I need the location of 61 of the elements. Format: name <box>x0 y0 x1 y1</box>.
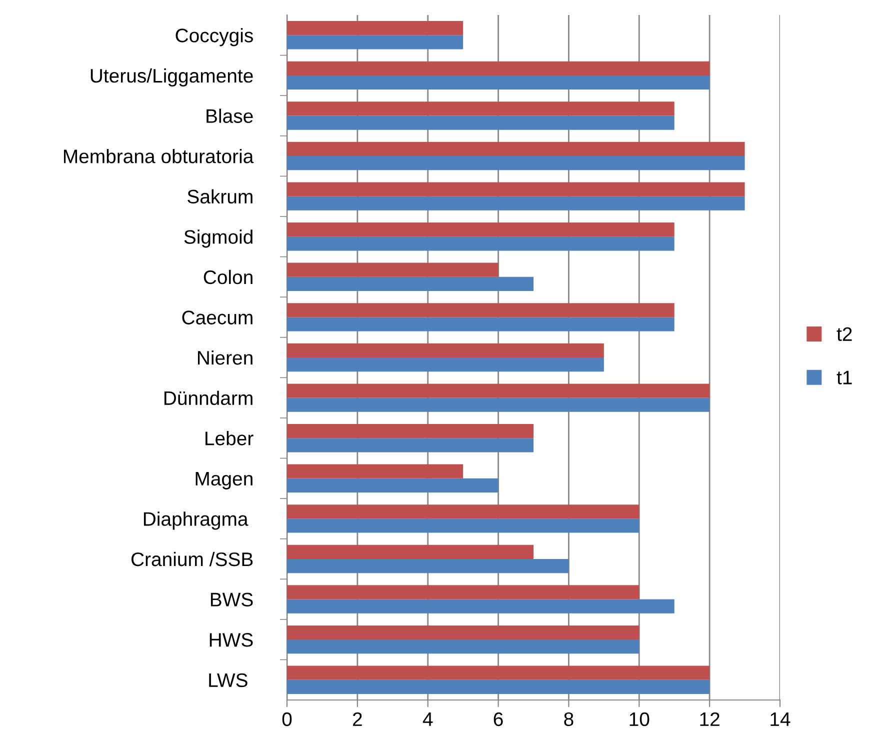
y-tick-label: Nieren <box>198 350 252 365</box>
bar <box>287 680 710 694</box>
bar <box>287 262 498 277</box>
bar <box>287 544 534 559</box>
bar <box>287 398 710 412</box>
legend-label: t2 <box>836 327 852 341</box>
legend-label: t1 <box>836 370 852 384</box>
bar <box>287 222 674 237</box>
y-tick-label: Dünndarm <box>164 390 252 406</box>
y-tick-label: Sakrum <box>188 189 252 204</box>
y-tick-label: Cranium /SSB <box>131 552 253 566</box>
bar <box>287 585 640 600</box>
bar <box>287 518 640 533</box>
y-tick-label: Diaphragma <box>144 512 248 530</box>
bar <box>287 156 745 170</box>
bar <box>287 102 674 116</box>
bar <box>287 599 674 614</box>
bar <box>287 384 710 398</box>
x-tick-label: 4 <box>422 712 433 726</box>
x-tick-label: 0 <box>282 712 292 726</box>
bar <box>287 182 745 196</box>
x-tick-label: 2 <box>353 712 362 726</box>
bar <box>287 343 604 358</box>
bar <box>287 303 674 318</box>
y-tick-label: Caecum <box>182 310 252 324</box>
x-tick-label: 10 <box>630 712 650 726</box>
y-tick-label: HWS <box>210 633 253 647</box>
bar <box>287 625 640 640</box>
bar <box>287 640 640 654</box>
y-tick-label: Sigmoid <box>184 230 252 248</box>
y-tick-label: Leber <box>206 431 254 446</box>
bar <box>287 196 745 210</box>
y-tick-label: Uterus/Liggamente <box>90 68 253 87</box>
y-tick-label: Coccygis <box>176 28 253 46</box>
bar <box>287 438 534 452</box>
bar <box>287 236 674 251</box>
bar <box>287 558 569 574</box>
y-tick-label: Blase <box>206 108 253 123</box>
bar <box>287 464 464 478</box>
bar <box>287 424 534 438</box>
bar <box>287 21 464 36</box>
y-tick-label: LWS <box>209 673 248 688</box>
x-tick-label: 14 <box>770 712 790 726</box>
y-tick-label: Colon <box>204 270 252 284</box>
y-tick-label: BWS <box>210 592 253 606</box>
bar <box>287 504 640 519</box>
bar <box>287 116 674 130</box>
y-tick-label: Magen <box>196 472 252 490</box>
bar <box>287 358 604 372</box>
bar <box>287 666 710 680</box>
bar <box>287 276 534 292</box>
bar <box>287 478 498 492</box>
bar <box>287 75 710 90</box>
x-tick-label: 6 <box>494 712 503 726</box>
bar <box>287 142 745 156</box>
bar <box>287 61 710 76</box>
x-tick-label: 12 <box>700 712 720 726</box>
y-tick-label: Membrana obturatoria <box>64 148 254 164</box>
bar <box>287 317 674 332</box>
bar <box>287 35 464 50</box>
x-tick-label: 8 <box>564 712 574 726</box>
